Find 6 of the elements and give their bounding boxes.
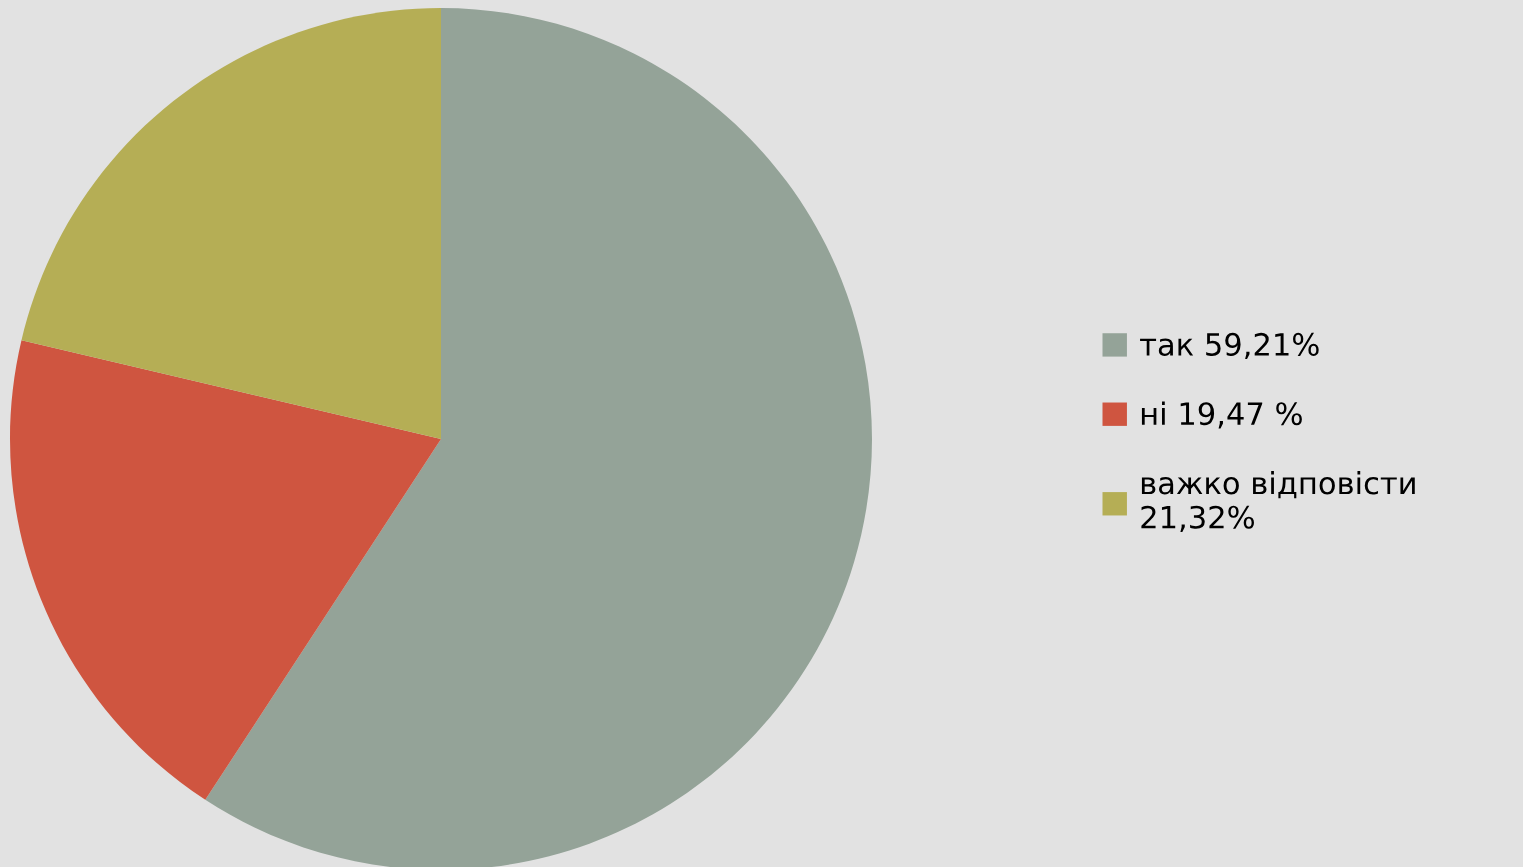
pie-slice (21, 8, 441, 439)
legend-label: ні 19,47 % (1141, 401, 1302, 429)
legend-label: важко відповісти 21,32% (1141, 470, 1415, 532)
pie-slice (10, 340, 441, 800)
legend-label: так 59,21% (1140, 332, 1319, 360)
pie-slice (205, 8, 872, 867)
